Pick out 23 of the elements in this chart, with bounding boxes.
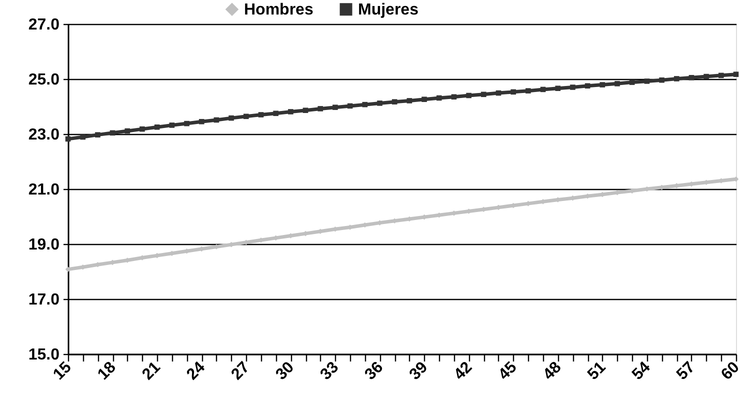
x-tick-label: 51 [584,358,610,384]
y-tick-label: 21.0 [28,182,60,198]
x-tick-label: 24 [184,358,209,384]
x-tick-label: 18 [94,358,120,384]
x-tick-label: 48 [540,358,565,384]
x-tick-label: 33 [317,358,342,384]
y-tick-label: 17.0 [28,292,60,308]
y-tick-label: 25.0 [28,72,60,88]
legend-label: Mujeres [358,1,419,18]
y-tick-label: 27.0 [28,16,60,34]
x-tick-label: 27 [228,358,254,384]
x-tick-label: 42 [451,358,476,384]
legend-label: Hombres [244,1,314,18]
x-tick-label: 39 [406,358,432,384]
x-tick-label: 54 [629,358,654,384]
x-tick-label: 60 [718,358,740,384]
x-tick-label: 45 [496,358,520,384]
x-tick-label: 21 [139,358,164,384]
x-tick-label: 57 [674,358,698,384]
y-tick-label: 23.0 [28,126,60,144]
y-tick-label: 19.0 [28,236,60,254]
x-tick-label: 30 [272,358,298,384]
x-tick-label: 36 [362,358,387,384]
